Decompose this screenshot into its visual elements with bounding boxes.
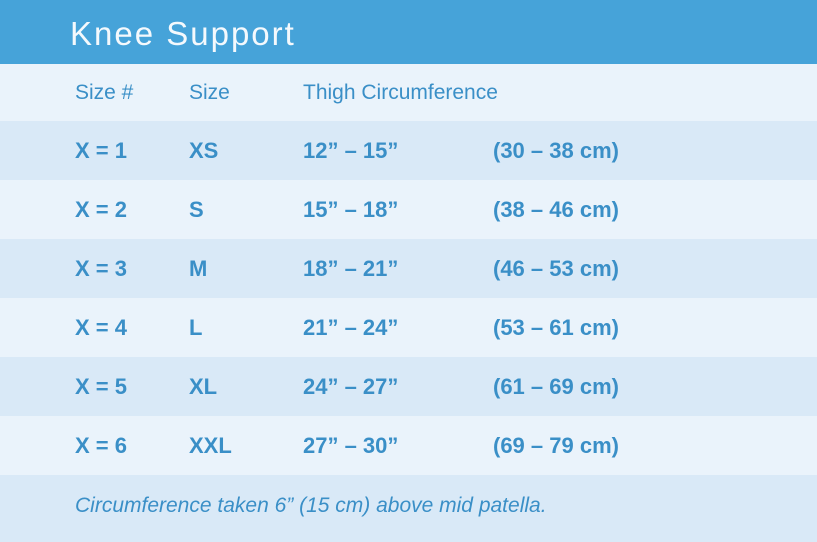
cell-centimeters: (69 – 79 cm) [493, 432, 619, 458]
table-row: X = 3 M 18” – 21” (46 – 53 cm) [0, 239, 817, 298]
footnote: Circumference taken 6” (15 cm) above mid… [0, 475, 817, 542]
cell-size-number: X = 1 [75, 137, 127, 163]
cell-size: L [189, 314, 203, 340]
column-header-size-number: Size # [75, 80, 134, 104]
cell-size: XXL [189, 432, 232, 458]
cell-size-number: X = 6 [75, 432, 127, 458]
cell-inches: 21” – 24” [303, 314, 399, 340]
cell-size-number: X = 3 [75, 255, 127, 281]
cell-size-number: X = 4 [75, 314, 127, 340]
cell-inches: 18” – 21” [303, 255, 399, 281]
chart-title: Knee Support [0, 0, 817, 64]
table-row: X = 2 S 15” – 18” (38 – 46 cm) [0, 180, 817, 239]
table-row: X = 5 XL 24” – 27” (61 – 69 cm) [0, 357, 817, 416]
table-row: X = 1 XS 12” – 15” (30 – 38 cm) [0, 121, 817, 180]
cell-centimeters: (38 – 46 cm) [493, 196, 619, 222]
cell-centimeters: (61 – 69 cm) [493, 373, 619, 399]
cell-inches: 27” – 30” [303, 432, 399, 458]
cell-size: S [189, 196, 204, 222]
cell-inches: 12” – 15” [303, 137, 399, 163]
cell-centimeters: (30 – 38 cm) [493, 137, 619, 163]
column-header-thigh-circumference: Thigh Circumference [303, 80, 498, 104]
cell-size: M [189, 255, 208, 281]
cell-inches: 24” – 27” [303, 373, 399, 399]
table-row: X = 4 L 21” – 24” (53 – 61 cm) [0, 298, 817, 357]
cell-size: XS [189, 137, 219, 163]
cell-centimeters: (46 – 53 cm) [493, 255, 619, 281]
cell-size-number: X = 2 [75, 196, 127, 222]
table-row: X = 6 XXL 27” – 30” (69 – 79 cm) [0, 416, 817, 475]
cell-centimeters: (53 – 61 cm) [493, 314, 619, 340]
column-header-size: Size [189, 80, 230, 104]
cell-inches: 15” – 18” [303, 196, 399, 222]
column-header-row: Size # Size Thigh Circumference [0, 64, 817, 121]
cell-size-number: X = 5 [75, 373, 127, 399]
cell-size: XL [189, 373, 218, 399]
